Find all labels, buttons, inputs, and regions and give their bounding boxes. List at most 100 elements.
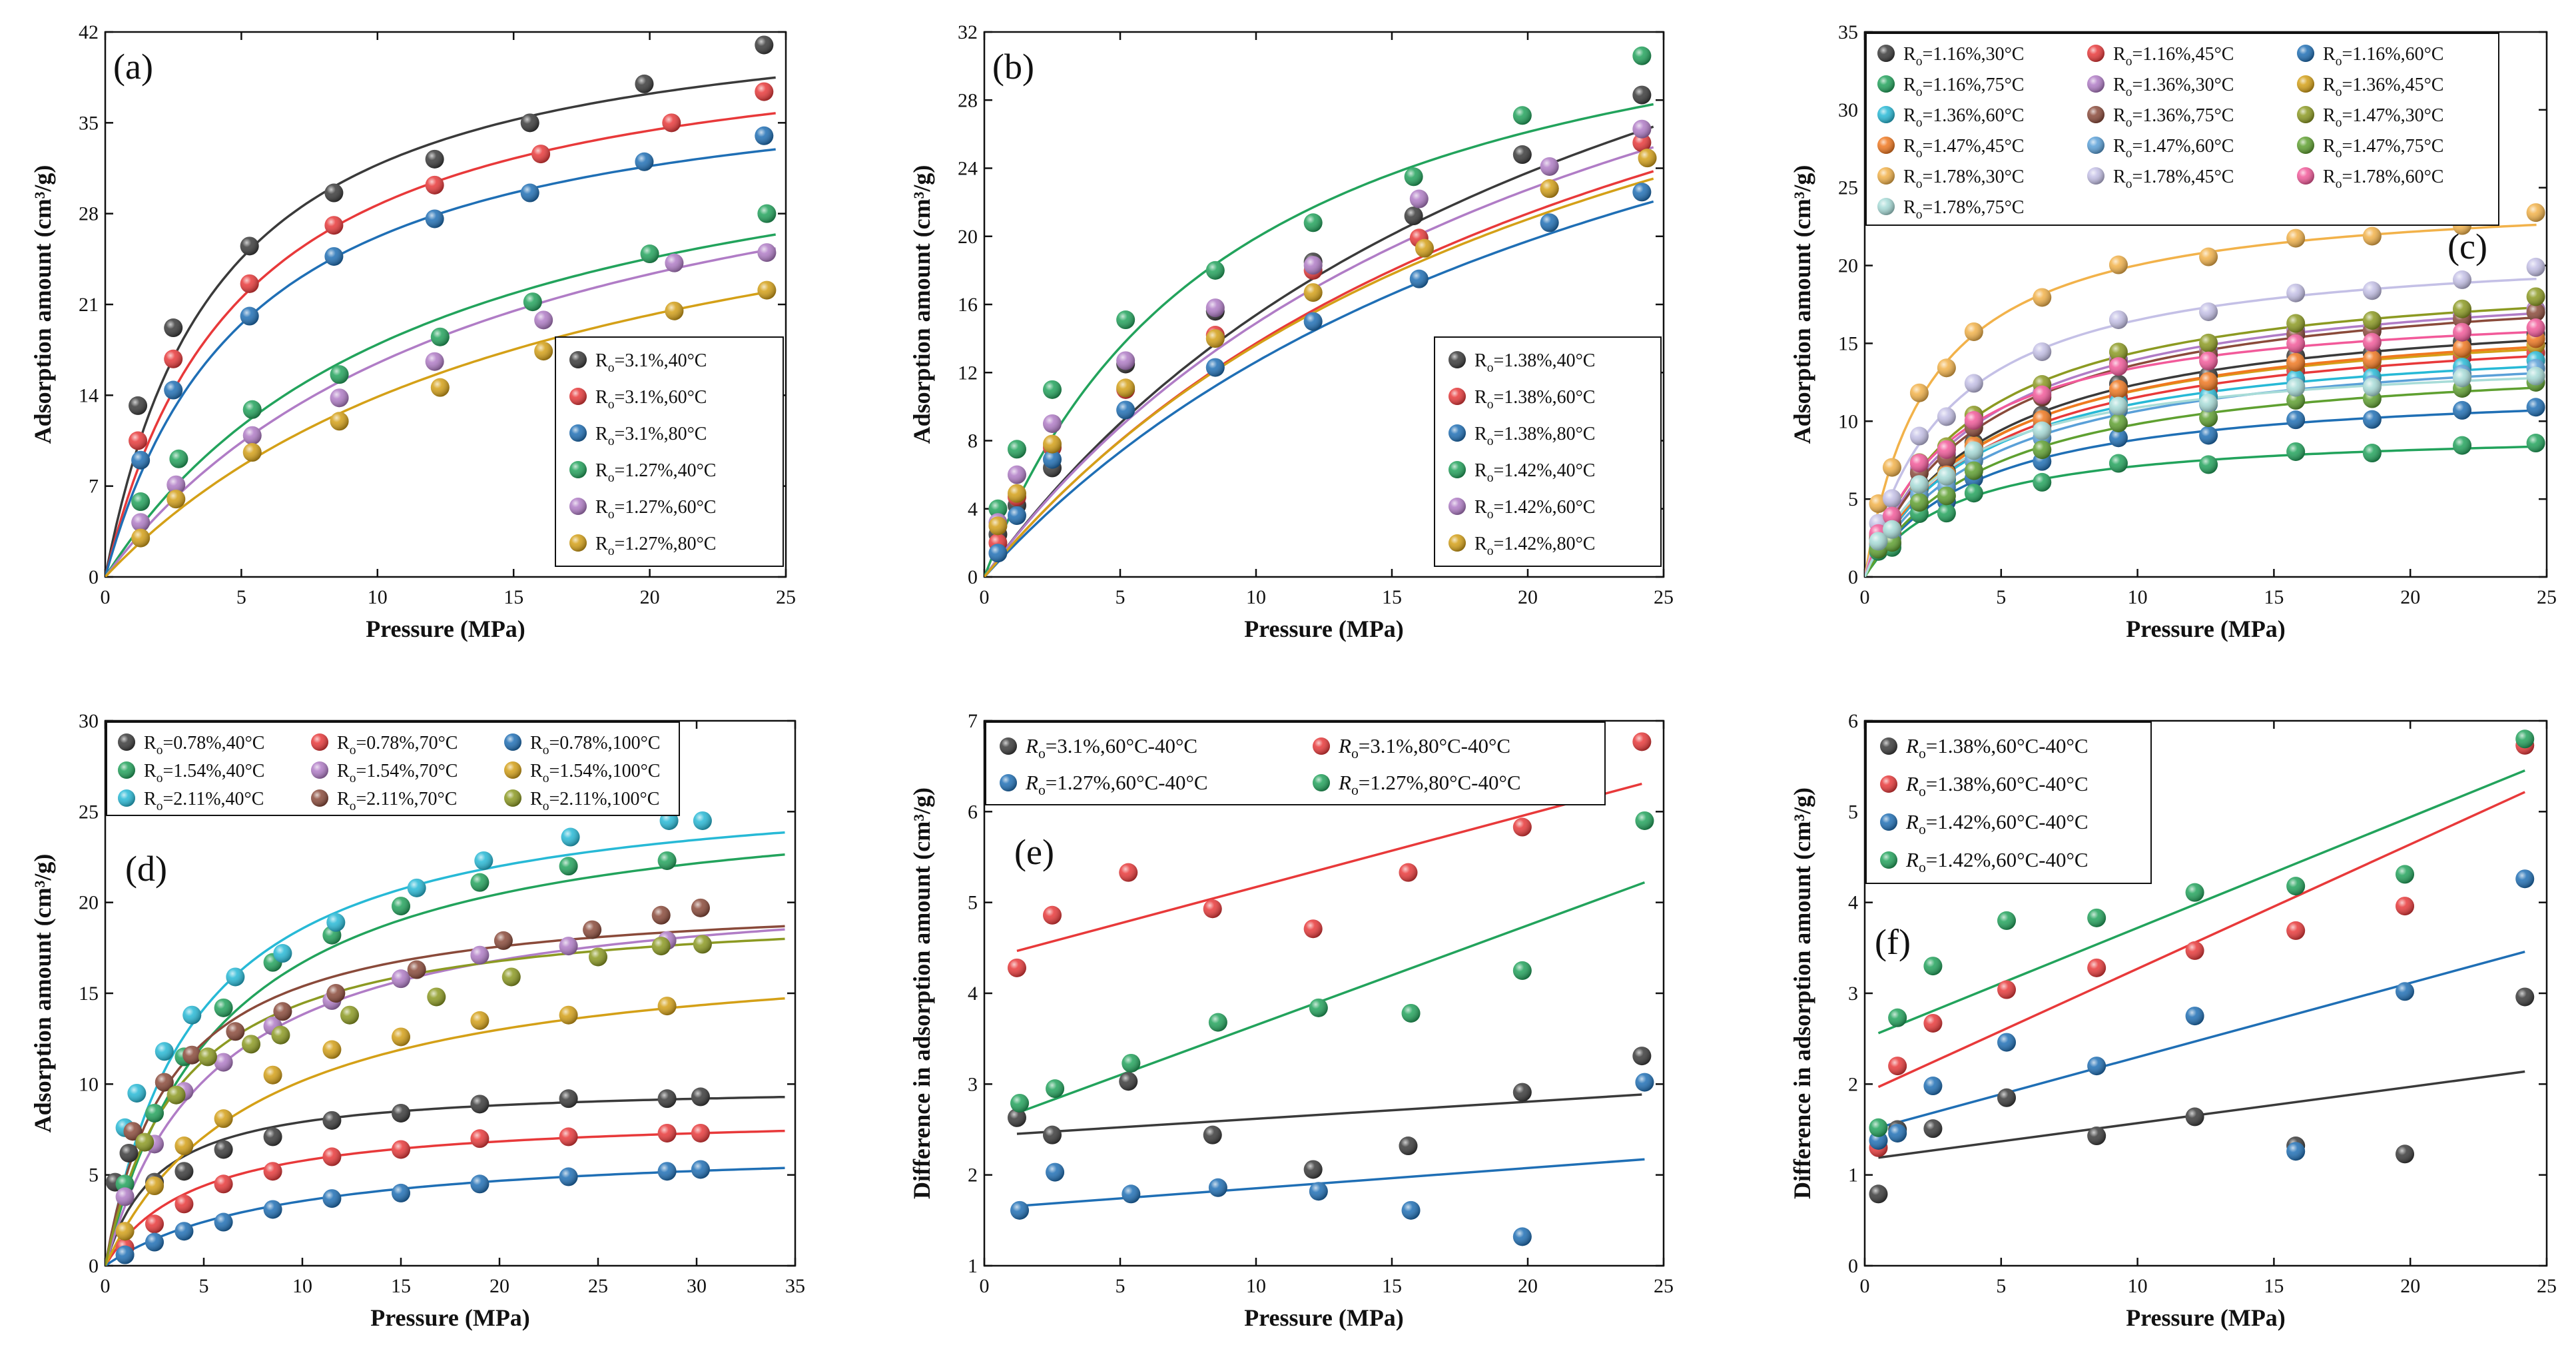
legend-subscript: o: [608, 434, 615, 448]
legend-condition: =1.36%,45°C: [2342, 75, 2443, 95]
x-tick-label-f: 15: [2264, 1275, 2284, 1297]
legend-condition: =1.42%,60°C-40°C: [1926, 810, 2089, 833]
legend-condition: =1.38%,40°C: [1493, 350, 1595, 371]
y-axis-title-b: Adsorption amount (cm³/g): [908, 165, 935, 444]
fit-line-b-3: [984, 103, 1654, 577]
data-point-c-14: [1937, 440, 1956, 459]
data-point-b-5-shade: [988, 516, 1008, 536]
data-point-b-5: [988, 516, 1008, 536]
data-point-d-8: [427, 987, 446, 1007]
data-point-c-11-shade: [1937, 486, 1956, 506]
legend-label-c-9: Ro=1.47%,45°C: [1903, 136, 2024, 161]
legend-marker-f-0: [1880, 737, 1897, 755]
legend-condition: =3.1%,40°C: [614, 350, 707, 371]
data-point-a-2-shade: [164, 380, 183, 400]
data-point-c-14-shade: [2033, 385, 2052, 404]
data-point-e-1: [1203, 899, 1222, 919]
legend-marker-b-4: [1449, 498, 1466, 515]
x-tick-label-e: 20: [1518, 1275, 1538, 1297]
data-point-c-11: [1882, 533, 1901, 552]
y-tick-label-f: 1: [1848, 1164, 1858, 1186]
data-point-c-13: [2362, 281, 2382, 300]
data-point-a-0-shade: [324, 183, 344, 203]
data-point-d-5-shade: [392, 1027, 410, 1047]
data-point-a-1-shade: [425, 175, 444, 195]
data-point-d-2-shade: [263, 1200, 282, 1219]
x-tick-label-b: 5: [1116, 586, 1126, 608]
data-point-d-8: [589, 947, 607, 967]
legend-marker-d-7-shade: [311, 789, 328, 807]
legend-condition: =1.16%,60°C: [2342, 44, 2443, 65]
legend-label-b-2: Ro=1.38%,80°C: [1474, 424, 1595, 448]
data-point-b-4: [1116, 351, 1135, 370]
legend-marker-c-8-shade: [2297, 106, 2314, 123]
data-point-d-1-shade: [214, 1174, 233, 1194]
data-point-a-2-shade: [131, 450, 151, 470]
legend-symbol: R: [1903, 75, 1916, 95]
legend-subscript: o: [1038, 782, 1046, 798]
data-point-d-5: [263, 1065, 282, 1085]
data-point-b-3: [1043, 380, 1062, 399]
legend-label-c-12: Ro=1.78%,30°C: [1903, 167, 2024, 191]
legend-marker-d-2: [504, 733, 521, 751]
data-point-c-15: [2108, 396, 2128, 416]
data-point-c-8-shade: [2286, 314, 2306, 333]
data-point-d-5-shade: [322, 1040, 342, 1059]
legend-condition: =3.1%,80°C-40°C: [1359, 734, 1510, 757]
data-point-d-1-shade: [322, 1147, 342, 1166]
legend-condition: =1.16%,45°C: [2132, 44, 2234, 65]
legend-symbol: R: [595, 497, 608, 518]
data-point-b-4-shade: [1303, 256, 1323, 275]
legend-marker-b-1: [1449, 388, 1466, 405]
data-point-d-8: [135, 1133, 155, 1152]
data-point-c-12: [2033, 288, 2052, 307]
data-point-a-1: [240, 274, 259, 293]
data-point-f-2: [1997, 1033, 2016, 1052]
data-point-d-0-shade: [470, 1095, 489, 1114]
data-point-a-5-shade: [430, 378, 450, 397]
data-point-f-2-shade: [2515, 869, 2535, 889]
data-point-a-0: [755, 35, 774, 55]
data-points-f: [1869, 729, 2535, 1204]
data-point-d-0: [119, 1143, 139, 1162]
data-point-e-1-shade: [1632, 732, 1652, 751]
data-point-b-5-shade: [1303, 283, 1323, 302]
legend-condition: =1.47%,75°C: [2342, 136, 2443, 157]
y-tick-label-e: 6: [968, 801, 978, 823]
data-point-a-5: [131, 528, 151, 548]
legend-marker-c-12-shade: [1877, 167, 1895, 185]
legend-box-c: [1865, 33, 2499, 226]
data-point-a-0-shade: [164, 318, 183, 338]
data-point-c-13: [1964, 374, 1983, 393]
data-point-c-3-shade: [2108, 454, 2128, 473]
data-point-f-0: [2185, 1107, 2204, 1127]
data-point-e-1: [1007, 958, 1026, 977]
legend-marker-c-11-shade: [2297, 137, 2314, 154]
data-point-e-1: [1399, 863, 1418, 882]
data-point-b-5-shade: [1007, 484, 1026, 503]
legend-marker-e-3-shade: [1313, 774, 1330, 791]
data-point-f-1: [2396, 897, 2415, 916]
legend-marker-c-6: [1877, 106, 1895, 123]
data-point-d-1: [392, 1140, 410, 1159]
x-tick-label-d: 15: [391, 1275, 411, 1297]
data-point-f-1-shade: [2185, 941, 2204, 960]
data-point-e-2-shade: [1309, 1182, 1328, 1201]
data-point-a-0: [635, 74, 654, 93]
data-point-c-3-shade: [2526, 434, 2545, 453]
legend-marker-c-8: [2297, 106, 2314, 123]
y-tick-label-b: 16: [958, 294, 978, 316]
data-point-d-0: [322, 1111, 342, 1130]
data-point-f-3: [1923, 957, 1943, 976]
data-point-e-0-shade: [1303, 1160, 1323, 1179]
data-point-d-4: [470, 945, 489, 965]
data-point-a-4-shade: [757, 243, 777, 262]
legend-condition: =1.27%,60°C: [614, 497, 716, 518]
data-point-c-15-shade: [1909, 475, 1929, 494]
data-point-c-2: [2286, 410, 2306, 430]
data-point-b-4: [1205, 298, 1225, 318]
data-points-c: [1869, 203, 2545, 561]
data-point-c-8: [2453, 299, 2472, 318]
